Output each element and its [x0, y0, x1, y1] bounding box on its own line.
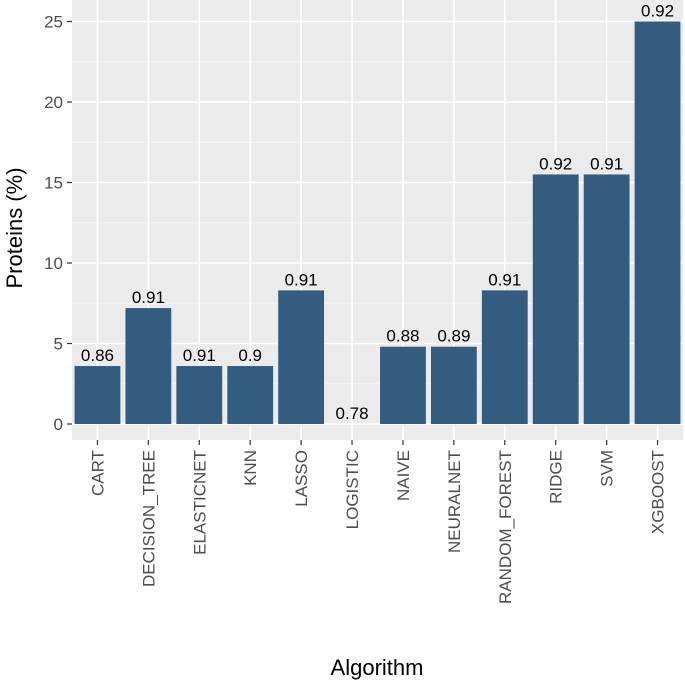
- x-tick-label: NAIVE: [394, 450, 413, 501]
- bar-value-label: 0.91: [183, 346, 216, 365]
- x-tick-label: ELASTICNET: [190, 450, 209, 555]
- y-tick-label: 0: [54, 415, 63, 434]
- bar-value-label: 0.91: [285, 270, 318, 289]
- x-axis: CART DECISION_TREE ELASTICNET KNN LASSO LOGIS…: [88, 440, 668, 604]
- bar-neuralnet: [430, 346, 477, 424]
- bar-value-label: 0.88: [386, 327, 419, 346]
- y-tick-label: 15: [44, 174, 63, 193]
- x-tick-label: DECISION_TREE: [139, 450, 158, 587]
- bar-lasso: [278, 290, 325, 424]
- bar-elasticnet: [176, 366, 223, 424]
- bar-value-label: 0.92: [539, 154, 572, 173]
- bar-value-labels: 0.86 0.91 0.91 0.9 0.91 0.78 0.88 0.89 0.91 0.92 0…: [81, 2, 674, 424]
- bar-random-forest: [481, 290, 528, 424]
- x-tick-label: XGBOOST: [649, 450, 668, 534]
- bar-value-label: 0.89: [437, 327, 470, 346]
- y-axis: 0 5 10 15 20 25: [44, 13, 72, 434]
- minor-gridlines: [72, 61, 683, 385]
- x-axis-title: Algorithm: [331, 655, 424, 680]
- bar-value-label: 0.92: [641, 2, 674, 21]
- bar-value-label: 0.9: [238, 346, 262, 365]
- bar-decision-tree: [125, 308, 172, 424]
- bar-value-label: 0.86: [81, 346, 114, 365]
- bar-value-label: 0.91: [488, 270, 521, 289]
- x-tick-label: LASSO: [292, 450, 311, 507]
- x-tick-label: LOGISTIC: [343, 450, 362, 529]
- x-tick-label: NEURALNET: [445, 450, 464, 553]
- bar-svm: [583, 174, 630, 424]
- bar-knn: [227, 366, 274, 424]
- y-tick-label: 25: [44, 13, 63, 32]
- bar-xgboost: [634, 21, 681, 424]
- y-tick-label: 10: [44, 254, 63, 273]
- x-tick-label: CART: [88, 450, 107, 496]
- bar-value-label: 0.78: [335, 404, 368, 423]
- plot-panel: [72, 0, 683, 440]
- bar-value-label: 0.91: [132, 288, 165, 307]
- bars: [74, 21, 681, 424]
- y-axis-title: Proteins (%): [2, 167, 27, 288]
- bar-naive: [380, 346, 426, 424]
- x-tick-label: SVM: [598, 450, 617, 487]
- bar-value-label: 0.91: [590, 154, 623, 173]
- y-tick-label: 5: [54, 335, 63, 354]
- x-tick-label: RANDOM_FOREST: [496, 450, 515, 604]
- x-tick-label: KNN: [241, 450, 260, 486]
- y-tick-label: 20: [44, 93, 63, 112]
- bar-ridge: [532, 174, 579, 424]
- bar-cart: [74, 366, 121, 424]
- x-tick-label: RIDGE: [547, 450, 566, 504]
